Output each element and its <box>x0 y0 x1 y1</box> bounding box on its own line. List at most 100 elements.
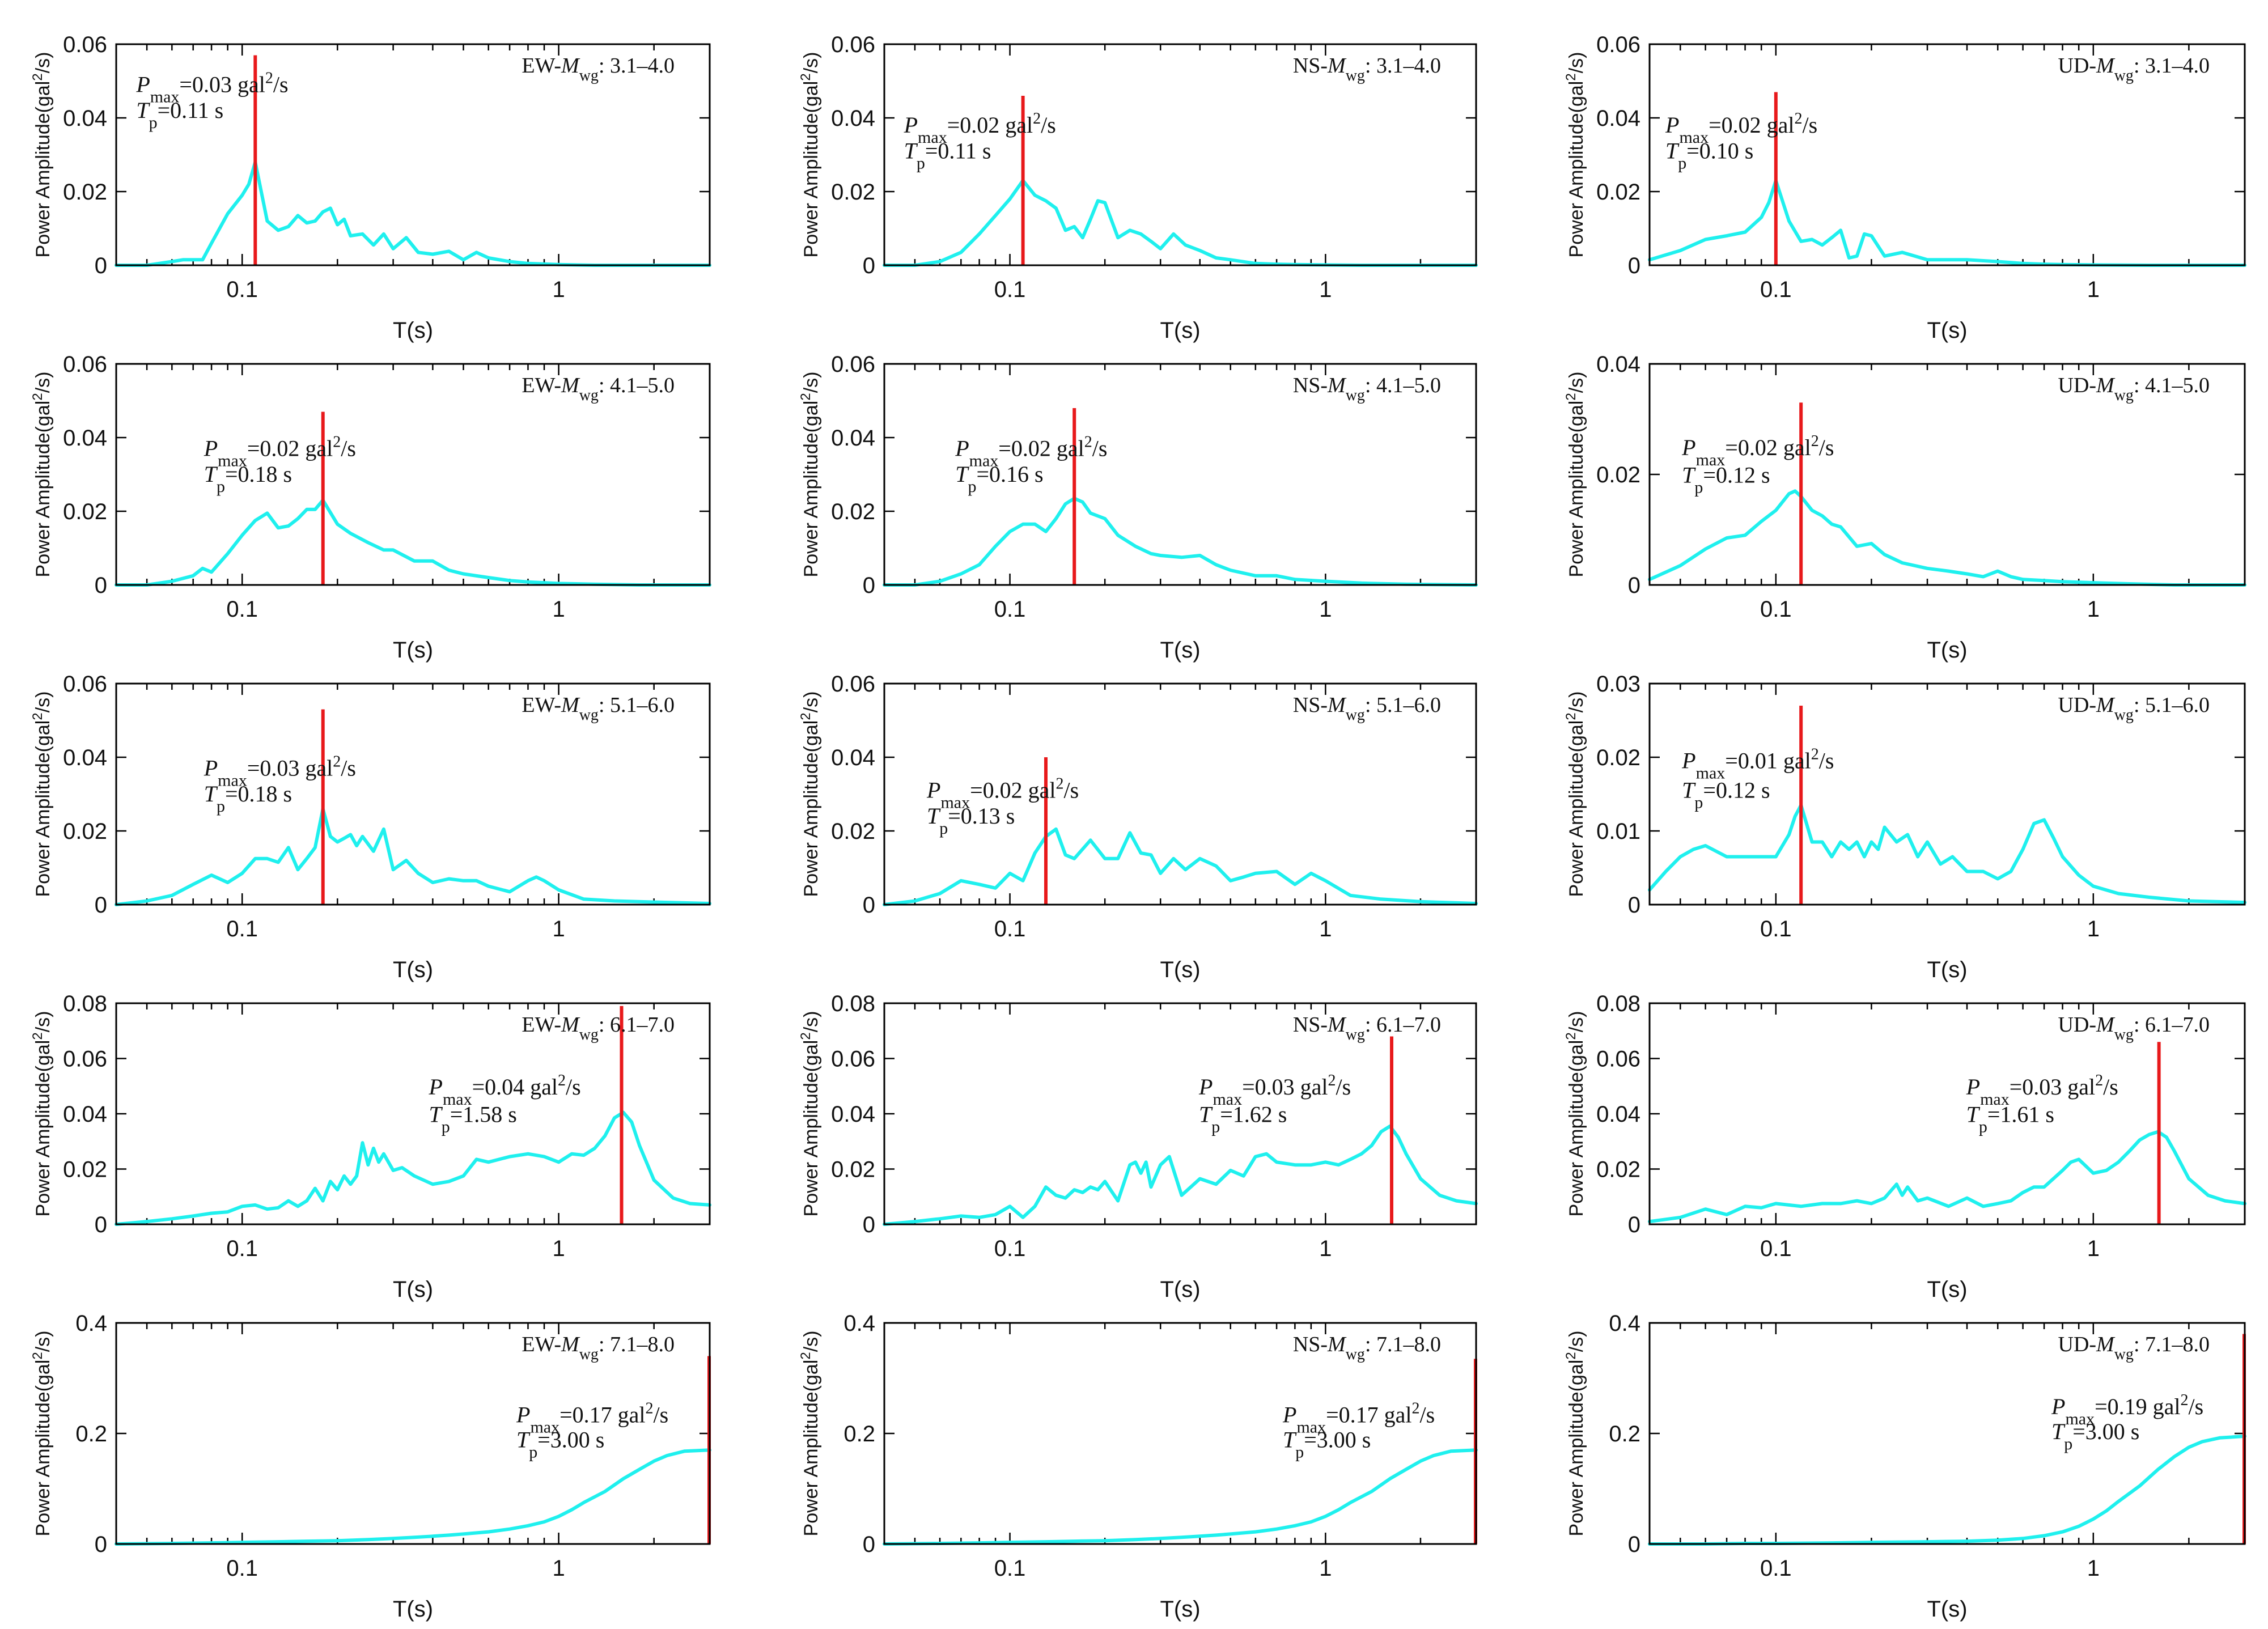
subplot-ew-5: 0 0.2 0.4 0.1 1 T(s) Power Amplitude(gal2/s) EW… <box>30 1311 711 1622</box>
subplot-ud-3: 0 0.01 0.02 0.03 0.1 1 T(s) Power Amplitude(gal… <box>1563 672 2246 982</box>
y-tick-label: 0.2 <box>1609 1422 1640 1446</box>
x-axis-label: T(s) <box>1160 957 1200 982</box>
x-tick-label: 1 <box>552 917 565 941</box>
power-spectrum-line <box>1648 1434 2246 1546</box>
y-tick-label: 0.06 <box>63 1047 107 1072</box>
x-axis-label: T(s) <box>1927 957 1967 982</box>
subplot-ud-1: 0 0.02 0.04 0.06 0.1 1 T(s) Power Amplitude(gal… <box>1563 32 2246 343</box>
y-tick-label: 0.04 <box>63 106 107 131</box>
subplot-ud-5: 0 0.2 0.4 0.1 1 T(s) Power Amplitude(gal2/s) UD… <box>1563 1311 2246 1622</box>
y-tick-label: 0 <box>863 893 875 918</box>
x-tick-label: 1 <box>2087 917 2100 941</box>
subplot-ns-2: 0 0.02 0.04 0.06 0.1 1 T(s) Power Amplitude(gal… <box>798 352 1478 663</box>
pmax-annotation: Pmax=0.01 gal2/s <box>1681 746 1834 783</box>
pmax-annotation: Pmax=0.02 gal2/s <box>955 434 1107 470</box>
y-tick-label: 0.06 <box>1596 32 1640 57</box>
axes-frame <box>883 1322 1477 1545</box>
y-tick-label: 0.2 <box>75 1422 107 1446</box>
magnitude-range-label: NS-Mwg: 4.1–5.0 <box>1293 374 1441 404</box>
x-tick-label: 1 <box>552 1236 565 1261</box>
tp-annotation: Tp=0.10 s <box>1665 138 1753 173</box>
pmax-annotation: Pmax=0.02 gal2/s <box>1665 110 1817 147</box>
power-spectrum-line <box>115 498 711 587</box>
y-tick-label: 0.08 <box>63 991 107 1016</box>
pmax-annotation: Pmax=0.03 gal2/s <box>1966 1072 2118 1109</box>
y-axis-label: Power Amplitude(gal2/s) <box>798 1331 822 1537</box>
tp-annotation: Tp=0.18 s <box>204 461 292 496</box>
power-spectrum-line <box>883 497 1478 587</box>
axes-frame <box>883 43 1477 266</box>
x-axis-label: T(s) <box>1160 1597 1200 1622</box>
y-tick-label: 0.02 <box>63 1157 107 1182</box>
y-tick-label: 0 <box>863 1532 875 1557</box>
y-tick-label: 0.04 <box>831 106 875 131</box>
axes-frame <box>1648 682 2246 906</box>
tp-annotation: Tp=0.12 s <box>1682 463 1770 497</box>
y-tick-label: 0 <box>863 573 875 598</box>
y-tick-label: 0.08 <box>1596 991 1640 1016</box>
magnitude-range-label: EW-Mwg: 5.1–6.0 <box>522 693 675 724</box>
axes-frame <box>115 363 711 586</box>
y-axis-label: Power Amplitude(gal2/s) <box>1563 52 1587 258</box>
y-axis-label: Power Amplitude(gal2/s) <box>30 372 54 578</box>
x-tick-label: 1 <box>2087 277 2100 302</box>
axes-frame <box>883 682 1477 906</box>
x-tick-label: 1 <box>2087 597 2100 622</box>
tp-annotation: Tp=3.00 s <box>1283 1427 1371 1461</box>
power-spectrum-line <box>115 160 711 267</box>
subplot-ns-3: 0 0.02 0.04 0.06 0.1 1 T(s) Power Amplitude(gal… <box>798 672 1478 982</box>
power-spectrum-line <box>883 1448 1478 1546</box>
y-tick-label: 0 <box>95 1532 107 1557</box>
x-axis-label: T(s) <box>1160 1277 1200 1302</box>
tp-annotation: Tp=0.13 s <box>927 803 1015 838</box>
y-axis-label: Power Amplitude(gal2/s) <box>1563 1011 1587 1217</box>
power-spectrum-line <box>1648 489 2246 587</box>
magnitude-range-label: EW-Mwg: 7.1–8.0 <box>522 1333 675 1363</box>
x-axis-label: T(s) <box>393 318 433 343</box>
y-tick-label: 0.03 <box>1596 672 1640 697</box>
power-spectrum-line <box>1648 1130 2246 1224</box>
y-tick-label: 0.04 <box>1596 352 1640 377</box>
y-tick-label: 0.02 <box>1596 1157 1640 1182</box>
x-axis-label: T(s) <box>1927 638 1967 663</box>
pmax-annotation: Pmax=0.17 gal2/s <box>1282 1400 1435 1437</box>
subplot-ud-2: 0 0.02 0.04 0.1 1 T(s) Power Amplitude(gal2/s)… <box>1563 352 2246 663</box>
x-tick-label: 1 <box>1319 917 1332 941</box>
x-tick-label: 0.1 <box>1760 277 1792 302</box>
x-tick-label: 0.1 <box>226 917 258 941</box>
tp-annotation: Tp=3.00 s <box>516 1427 604 1461</box>
power-spectrum-line <box>1648 179 2246 267</box>
y-tick-label: 0.02 <box>831 1157 875 1182</box>
y-axis-label: Power Amplitude(gal2/s) <box>30 692 54 897</box>
y-axis-label: Power Amplitude(gal2/s) <box>798 372 822 578</box>
y-axis-label: Power Amplitude(gal2/s) <box>1563 692 1587 897</box>
axes-frame <box>115 43 711 266</box>
x-tick-label: 0.1 <box>994 1236 1026 1261</box>
magnitude-range-label: UD-Mwg: 5.1–6.0 <box>2058 693 2210 724</box>
y-tick-label: 0.2 <box>843 1422 875 1446</box>
y-tick-label: 0.4 <box>843 1311 875 1336</box>
axes-frame <box>1648 43 2246 266</box>
power-spectrum-line <box>1648 803 2246 905</box>
y-tick-label: 0.04 <box>831 745 875 770</box>
y-axis-label: Power Amplitude(gal2/s) <box>798 52 822 258</box>
x-axis-label: T(s) <box>393 957 433 982</box>
x-tick-label: 1 <box>1319 597 1332 622</box>
y-tick-label: 0.02 <box>63 819 107 844</box>
x-tick-label: 1 <box>2087 1236 2100 1261</box>
pmax-annotation: Pmax=0.02 gal2/s <box>204 434 356 470</box>
y-tick-label: 0.06 <box>831 32 875 57</box>
tp-annotation: Tp=0.11 s <box>136 97 223 132</box>
power-spectrum-line <box>883 1124 1478 1226</box>
tp-annotation: Tp=1.61 s <box>1966 1102 2054 1136</box>
pmax-annotation: Pmax=0.02 gal2/s <box>926 775 1079 812</box>
pmax-annotation: Pmax=0.04 gal2/s <box>429 1072 581 1109</box>
y-axis-label: Power Amplitude(gal2/s) <box>1563 1331 1587 1537</box>
y-tick-label: 0.04 <box>63 745 107 770</box>
x-axis-label: T(s) <box>1927 1277 1967 1302</box>
y-axis-label: Power Amplitude(gal2/s) <box>798 1011 822 1217</box>
x-tick-label: 1 <box>1319 277 1332 302</box>
x-tick-label: 0.1 <box>994 277 1026 302</box>
magnitude-range-label: UD-Mwg: 4.1–5.0 <box>2058 374 2210 404</box>
y-tick-label: 0.4 <box>75 1311 107 1336</box>
